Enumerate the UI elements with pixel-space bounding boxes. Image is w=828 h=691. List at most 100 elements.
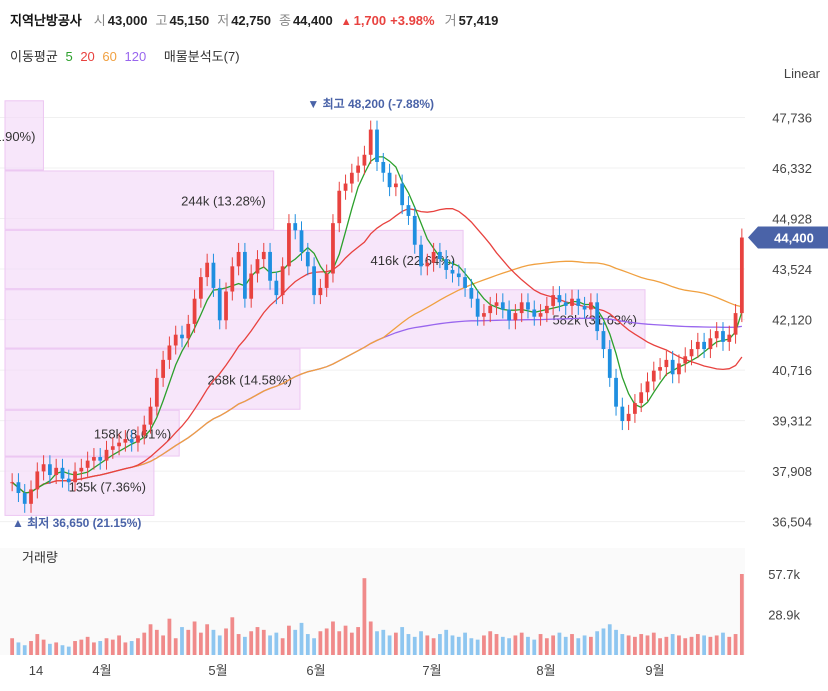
candle-body <box>733 313 738 335</box>
indicator-legend: 이동평균 5 20 60 120 매물분석도(7) <box>10 46 244 65</box>
ma-label[interactable]: 이동평균 <box>10 49 58 64</box>
volume-bar <box>198 632 203 655</box>
volume-bar <box>312 638 316 655</box>
candle-body <box>167 345 172 360</box>
volume-bar <box>85 636 90 655</box>
volume-bar <box>683 638 688 655</box>
volume-bar <box>154 629 159 655</box>
time-tick-label: 4월 <box>92 663 111 678</box>
candle-body <box>280 266 285 296</box>
volume-bar <box>588 636 593 655</box>
scale-toggle[interactable]: Linear <box>783 66 820 81</box>
candle-body <box>614 377 618 407</box>
volume-bar <box>714 635 719 655</box>
volume-bar <box>60 645 65 655</box>
candle-body <box>532 309 537 317</box>
candle-body <box>582 305 587 310</box>
volume-profile-bar <box>4 170 275 230</box>
candle-body <box>224 291 228 321</box>
volume-bar <box>576 638 581 655</box>
price-tick-label: 42,120 <box>772 313 812 328</box>
candle-body <box>48 464 52 476</box>
candle-body <box>639 392 644 404</box>
volume-bar <box>607 624 612 655</box>
candle-body <box>469 287 474 299</box>
candle-body <box>651 370 656 382</box>
volume-bar <box>438 634 442 655</box>
volume-bar <box>173 638 178 655</box>
ma5-label[interactable]: 5 <box>65 49 73 64</box>
candle-body <box>393 183 398 188</box>
volume-bar <box>406 634 411 655</box>
volume-bar <box>274 632 279 655</box>
volume-bar <box>16 642 21 655</box>
candle-body <box>368 129 373 155</box>
price-tick-label: 46,332 <box>772 161 812 176</box>
volume-bar <box>249 631 254 655</box>
candle-body <box>387 172 392 188</box>
candle-body <box>708 338 713 350</box>
volume-bar <box>92 642 96 655</box>
volume-bar <box>450 635 455 655</box>
candle-body <box>463 277 467 288</box>
candle-body <box>375 129 379 162</box>
volume-bar <box>456 636 461 655</box>
candle-body <box>22 493 27 504</box>
volume-bar <box>54 642 59 655</box>
ma20-label[interactable]: 20 <box>80 49 95 64</box>
candle-body <box>419 244 423 267</box>
volume-bar <box>651 632 656 655</box>
volume-bar <box>626 635 631 655</box>
volume-bar <box>645 635 650 655</box>
volume-bar <box>639 634 644 655</box>
candle-body <box>154 377 159 407</box>
volume-bar <box>123 642 128 655</box>
candle-body <box>180 334 184 339</box>
candle-body <box>475 298 480 317</box>
change-value: 1,700 <box>353 13 387 28</box>
candle-body <box>312 266 316 296</box>
volume-bar <box>519 632 524 655</box>
volume-bar <box>664 636 669 655</box>
candle-body <box>123 439 128 443</box>
candle-body <box>142 424 147 436</box>
candle-body <box>570 298 574 306</box>
price-tick-label: 40,716 <box>772 363 812 378</box>
volume-bar <box>695 634 700 655</box>
ma120-label[interactable]: 120 <box>124 49 147 64</box>
candle-body <box>205 262 210 278</box>
volume-bar <box>393 632 398 655</box>
candlesticks <box>10 120 744 513</box>
candle-body <box>356 165 361 173</box>
candle-body <box>488 305 493 314</box>
volume-bar <box>513 635 518 655</box>
candle-body <box>305 251 310 267</box>
moving-averages <box>11 156 743 494</box>
volume-bar <box>375 631 379 655</box>
time-tick-label: 9월 <box>645 663 664 678</box>
volume-panel: 거래량 57.7k 28.9k <box>0 548 800 655</box>
candle-body <box>670 359 675 375</box>
time-tick-label: 6월 <box>306 663 325 678</box>
volume-bar <box>211 629 216 655</box>
volume-bar <box>500 636 505 655</box>
volume-bar <box>469 638 474 655</box>
candle-body <box>482 313 486 317</box>
volume-bar <box>494 634 499 655</box>
current-price-tag <box>748 226 828 249</box>
candle-body <box>35 471 40 490</box>
candle-body <box>683 356 688 364</box>
candle-body <box>41 464 46 472</box>
candle-body <box>236 251 241 267</box>
volume-bar <box>570 634 574 655</box>
volume-bar <box>268 635 272 655</box>
candle-body <box>677 363 681 375</box>
candle-body <box>633 403 637 414</box>
candle-body <box>29 489 33 504</box>
ma60-label[interactable]: 60 <box>102 49 117 64</box>
volume-bar <box>563 636 568 655</box>
candle-body <box>526 302 530 310</box>
volume-bar <box>582 635 587 655</box>
volume-profile-label[interactable]: 매물분석도(7) <box>163 49 240 64</box>
